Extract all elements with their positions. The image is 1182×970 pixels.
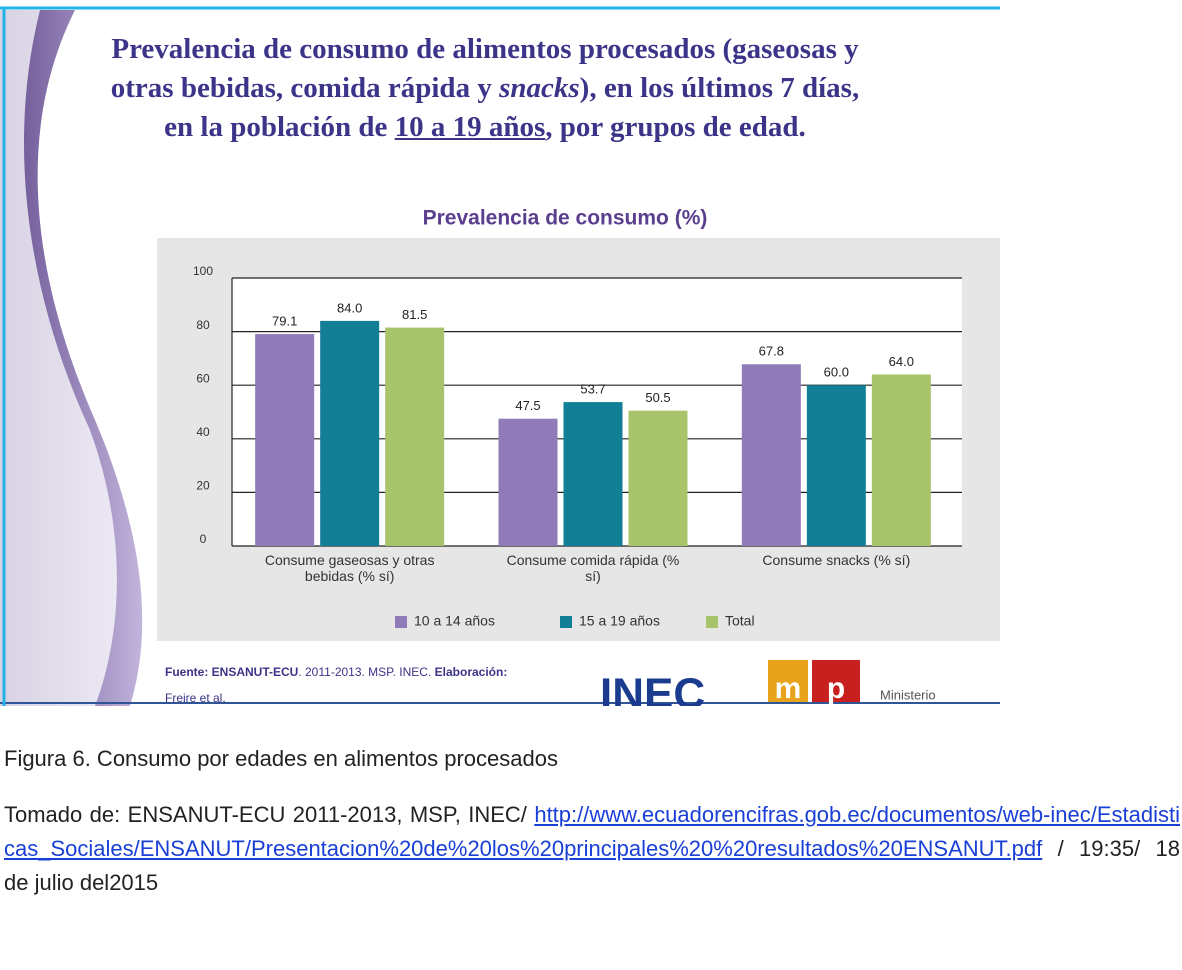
caption: Figura 6. Consumo por edades en alimento… — [4, 746, 558, 771]
y-tick-label: 100 — [193, 264, 213, 278]
reference: Tomado de: ENSANUT-ECU 2011-2013, MSP, I… — [4, 798, 1180, 900]
logo-ministry: Ministerio — [880, 687, 936, 702]
value-label: 84.0 — [337, 300, 362, 315]
x-tick-label-box: Consume snacks (% sí) — [762, 552, 911, 568]
y-tick-label: 0 — [200, 532, 207, 546]
source-text: Elaboración: — [435, 665, 508, 679]
reference-suffix: / 19:35/ 18 de julio del2015 — [4, 836, 1180, 895]
reference-link[interactable]: http://www.ecuadorencifras.gob.ec/docume… — [4, 802, 1180, 861]
x-tick-label: Consume gaseosas y otras bebidas (% sí) — [264, 552, 435, 584]
x-tick-label: Consume snacks (% sí) — [762, 552, 911, 568]
bar — [498, 418, 558, 546]
title-text: Prevalencia de consumo de alimentos proc… — [110, 33, 859, 104]
value-label: 67.8 — [759, 344, 784, 359]
value-label: 47.5 — [515, 398, 540, 413]
legend-swatch — [706, 616, 718, 628]
bar — [320, 320, 380, 546]
title-text: snacks — [499, 72, 580, 104]
legend-label: 10 a 14 años — [414, 613, 495, 629]
bar — [255, 334, 315, 546]
value-label: 79.1 — [272, 313, 297, 328]
logo-inec: INEC — [600, 670, 705, 706]
x-tick-label: Consume comida rápida (% sí) — [506, 552, 680, 584]
x-tick-label-box: Consume gaseosas y otras bebidas (% sí) — [264, 552, 435, 584]
legend-label: Total — [725, 613, 755, 629]
y-tick-label: 60 — [196, 371, 210, 385]
bar — [385, 327, 445, 546]
chart: Prevalencia de consumo (%) Fuente: ENSAN… — [165, 207, 962, 706]
value-label: 50.5 — [645, 390, 670, 405]
y-tick-label: 80 — [196, 318, 210, 332]
bar — [628, 410, 688, 546]
legend-label: 15 a 19 años — [579, 613, 660, 629]
value-label: 64.0 — [889, 354, 914, 369]
x-tick-label-box: Consume comida rápida (% sí) — [506, 552, 680, 584]
logo-p: p — [827, 672, 845, 705]
source-text: Fuente: ENSANUT-ECU — [165, 665, 298, 679]
legend-swatch — [395, 616, 407, 628]
bar — [741, 364, 801, 546]
value-label: 53.7 — [580, 382, 605, 397]
slide-title: Prevalencia de consumo de alimentos proc… — [105, 30, 865, 147]
chart-title: Prevalencia de consumo (%) — [423, 207, 708, 230]
source-author: Freire et al. — [165, 691, 226, 705]
source: Fuente: ENSANUT-ECU. 2011-2013. MSP. INE… — [165, 665, 507, 679]
logo-m: m — [775, 672, 802, 705]
title-text: 10 a 19 años — [394, 111, 546, 143]
value-label: 81.5 — [402, 307, 427, 322]
value-label: 60.0 — [824, 365, 849, 380]
title-text: , por grupos de edad. — [545, 111, 806, 143]
bar — [806, 385, 866, 546]
reference-prefix: Tomado de: ENSANUT-ECU 2011-2013, MSP, I… — [4, 802, 527, 827]
y-tick-label: 20 — [196, 479, 210, 493]
legend-swatch — [560, 616, 572, 628]
title-text: ), en los últimos 7 días, en la població… — [164, 72, 860, 143]
source-text: . 2011-2013. MSP. INEC. — [298, 665, 434, 679]
slide: Prevalencia de consumo de alimentos proc… — [0, 6, 1000, 706]
y-tick-label: 40 — [196, 425, 210, 439]
bar — [871, 374, 931, 546]
bar — [563, 402, 623, 546]
